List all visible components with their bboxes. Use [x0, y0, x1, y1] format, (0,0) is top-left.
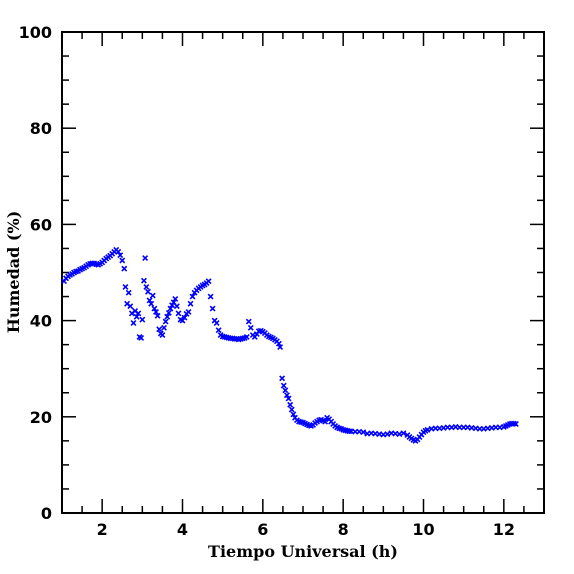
data-point — [181, 314, 188, 321]
data-point — [282, 387, 289, 394]
data-point — [277, 344, 284, 351]
y-tick-label: 0 — [41, 504, 52, 523]
data-point — [287, 401, 294, 408]
data-point — [424, 426, 431, 433]
data-point — [169, 302, 176, 309]
y-axis-label: Humedad (%) — [4, 211, 23, 334]
data-point — [243, 333, 250, 340]
data-point — [280, 382, 287, 389]
data-point — [142, 255, 149, 262]
data-point — [156, 326, 163, 333]
data-point — [173, 303, 180, 310]
data-point — [143, 283, 150, 290]
data-point — [285, 395, 292, 402]
data-point — [146, 297, 153, 304]
data-point — [89, 260, 96, 267]
data-point — [148, 300, 155, 307]
axis-tick-labels: 2 4 6 8 10 12 0 20 40 60 80 100 — [19, 23, 515, 539]
data-point — [117, 252, 124, 259]
y-tick-label: 40 — [30, 312, 52, 331]
data-point — [209, 305, 216, 312]
axis-ticks — [61, 31, 545, 514]
data-point — [127, 303, 134, 310]
data-point — [119, 257, 126, 264]
data-point — [122, 283, 129, 290]
data-point — [133, 313, 140, 320]
y-tick-label: 80 — [30, 119, 52, 138]
data-point — [161, 324, 167, 331]
data-point — [290, 411, 297, 418]
data-point — [151, 305, 158, 312]
data-point — [172, 295, 179, 302]
x-tick-label: 6 — [257, 520, 268, 539]
x-tick-label: 8 — [338, 520, 349, 539]
data-point — [149, 292, 156, 299]
data-point — [138, 334, 145, 341]
data-point — [140, 277, 147, 284]
data-point — [189, 293, 196, 300]
x-tick-label: 4 — [177, 520, 188, 539]
data-point — [164, 313, 171, 320]
data-point — [279, 375, 286, 382]
data-point — [165, 309, 172, 316]
data-point — [159, 332, 166, 338]
data-point — [154, 312, 161, 319]
data-point — [400, 430, 407, 437]
data-point — [135, 310, 142, 317]
data-point — [213, 320, 220, 326]
data-point — [360, 429, 367, 436]
data-point — [139, 316, 146, 323]
data-point — [115, 248, 122, 255]
data-point — [346, 428, 353, 435]
data-point — [121, 265, 128, 272]
data-point — [207, 293, 214, 300]
data-point — [187, 300, 194, 307]
data-point — [125, 289, 132, 296]
data-point — [167, 305, 174, 312]
x-tick-label: 12 — [493, 520, 515, 539]
data-point — [384, 431, 391, 438]
x-axis-label: Tiempo Universal (h) — [208, 542, 398, 561]
data-point — [215, 327, 222, 334]
data-point — [322, 418, 329, 425]
data-points — [61, 246, 519, 444]
data-point — [245, 318, 252, 325]
data-point — [130, 320, 137, 326]
y-tick-label: 60 — [30, 215, 52, 234]
data-point — [153, 308, 159, 315]
y-tick-label: 20 — [30, 408, 52, 427]
data-point — [288, 406, 295, 413]
data-point — [205, 278, 212, 285]
data-point — [283, 392, 290, 399]
data-point — [185, 308, 192, 315]
data-point — [175, 310, 182, 317]
y-tick-label: 100 — [19, 23, 52, 42]
x-tick-label: 10 — [412, 520, 434, 539]
plot-frame — [61, 31, 545, 514]
data-point — [247, 324, 254, 331]
data-point — [144, 288, 151, 295]
data-point — [162, 318, 169, 325]
data-point — [512, 421, 519, 427]
x-tick-label: 2 — [97, 520, 108, 539]
data-point — [396, 431, 403, 438]
